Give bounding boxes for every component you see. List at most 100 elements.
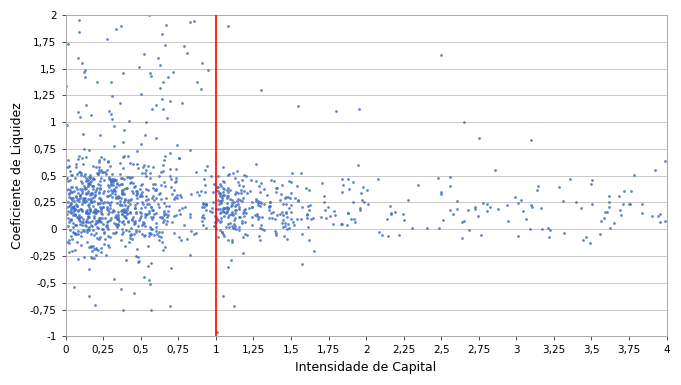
Point	[219, 205, 229, 211]
Point	[91, 164, 101, 170]
Point	[131, 253, 142, 259]
Point	[586, 177, 597, 184]
Point	[116, 191, 127, 197]
Point	[116, 219, 127, 225]
Point	[95, 214, 106, 221]
Point	[212, 173, 223, 179]
Point	[123, 198, 133, 204]
Point	[64, 240, 75, 246]
Point	[153, 55, 163, 62]
Point	[91, 245, 101, 251]
Point	[255, 180, 266, 186]
Point	[119, 213, 130, 219]
Point	[99, 229, 110, 235]
Point	[191, 79, 202, 85]
Point	[86, 190, 97, 196]
Point	[110, 228, 121, 234]
Point	[252, 213, 263, 219]
Point	[84, 214, 95, 220]
Point	[247, 199, 258, 205]
Point	[277, 224, 288, 230]
Point	[112, 180, 123, 186]
Point	[227, 170, 238, 176]
Point	[503, 218, 513, 224]
Point	[284, 177, 295, 184]
Point	[211, 219, 222, 225]
Point	[412, 182, 423, 188]
Point	[136, 209, 146, 216]
Point	[79, 74, 90, 80]
Point	[263, 203, 274, 209]
Point	[135, 141, 146, 147]
Point	[100, 223, 111, 229]
Point	[102, 159, 113, 165]
Point	[128, 290, 139, 296]
Point	[144, 170, 155, 176]
Point	[264, 207, 275, 213]
Point	[67, 211, 78, 218]
Point	[276, 220, 287, 226]
Point	[226, 257, 237, 263]
Point	[270, 232, 281, 238]
Point	[74, 28, 84, 35]
Point	[69, 211, 80, 217]
Point	[99, 169, 110, 175]
Point	[120, 197, 131, 203]
Point	[336, 176, 347, 182]
Point	[97, 169, 108, 175]
Point	[94, 186, 105, 192]
Point	[129, 203, 140, 209]
Point	[322, 203, 333, 209]
Point	[185, 19, 195, 25]
Point	[129, 220, 140, 226]
Point	[293, 103, 304, 109]
Point	[74, 195, 85, 201]
Point	[575, 205, 586, 211]
Point	[456, 235, 467, 241]
Point	[646, 213, 657, 219]
Point	[164, 98, 175, 104]
Point	[117, 190, 128, 196]
Point	[61, 239, 72, 245]
Point	[212, 184, 223, 190]
Point	[553, 184, 564, 190]
Point	[84, 266, 95, 272]
Point	[232, 168, 242, 174]
Point	[114, 218, 125, 224]
Point	[62, 211, 73, 218]
Point	[296, 169, 306, 176]
Point	[159, 199, 170, 206]
Point	[69, 231, 80, 237]
Point	[78, 196, 89, 203]
Point	[72, 156, 83, 162]
Point	[78, 196, 89, 202]
Point	[95, 249, 106, 255]
Point	[138, 164, 148, 170]
Point	[168, 69, 178, 75]
Point	[108, 275, 119, 281]
Point	[432, 175, 443, 181]
Point	[126, 187, 137, 194]
Point	[92, 225, 103, 231]
Point	[512, 233, 523, 239]
Point	[265, 199, 276, 205]
Point	[170, 166, 181, 172]
Point	[106, 187, 116, 193]
Point	[516, 197, 526, 203]
Point	[200, 207, 211, 213]
Point	[141, 119, 152, 126]
Point	[173, 155, 184, 161]
Point	[77, 190, 88, 196]
Point	[159, 42, 170, 48]
Point	[74, 214, 84, 221]
Point	[148, 232, 159, 238]
Point	[102, 193, 113, 199]
Point	[100, 236, 111, 242]
Point	[234, 206, 244, 213]
Point	[247, 214, 257, 220]
Point	[217, 206, 228, 212]
Point	[80, 154, 91, 160]
Point	[124, 174, 135, 181]
Point	[120, 214, 131, 221]
Point	[157, 168, 168, 174]
